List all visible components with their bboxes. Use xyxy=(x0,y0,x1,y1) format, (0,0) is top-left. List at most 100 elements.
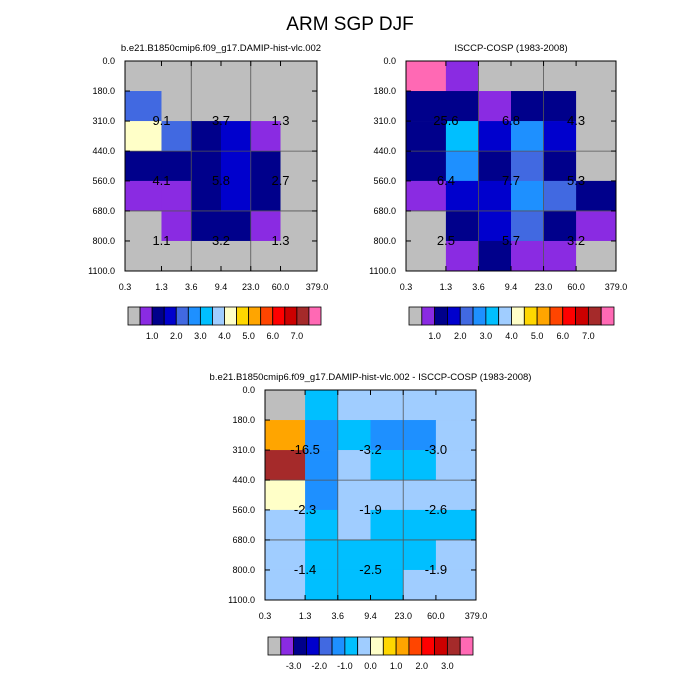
colorbar-label: 7.0 xyxy=(291,331,304,341)
heatmap-cell xyxy=(161,151,192,182)
y-tick-label: 0.0 xyxy=(383,56,396,66)
x-tick-label: 60.0 xyxy=(272,282,290,292)
heatmap-cell xyxy=(403,480,437,511)
cell-value-label: 5.3 xyxy=(567,173,585,188)
heatmap-cell xyxy=(125,240,162,272)
heatmap-cell xyxy=(445,61,479,92)
x-tick-label: 60.0 xyxy=(567,282,585,292)
heatmap-cell xyxy=(543,151,577,182)
heatmap-cell xyxy=(403,390,437,421)
heatmap-cell xyxy=(280,180,318,212)
cell-value-label: 2.5 xyxy=(437,233,455,248)
colorbar-label: 5.0 xyxy=(242,331,255,341)
heatmap-panel-1: b.e21.B1850cmip6.f09_g17.DAMIP-hist-vlc.… xyxy=(88,43,328,341)
heatmap-cell xyxy=(543,61,577,92)
heatmap-cell xyxy=(305,539,339,571)
heatmap-cell xyxy=(576,210,617,242)
heatmap-cell xyxy=(370,569,404,601)
heatmap-cell xyxy=(370,390,404,421)
heatmap-cell xyxy=(511,210,544,242)
cell-value-label: -16.5 xyxy=(290,442,320,457)
colorbar-label: 0.0 xyxy=(364,661,377,671)
heatmap-cell xyxy=(511,151,544,182)
heatmap-cell xyxy=(370,450,404,481)
x-tick-label: 0.3 xyxy=(119,282,132,292)
y-tick-label: 440.0 xyxy=(373,146,396,156)
heatmap-cell xyxy=(478,91,512,122)
cell-value-label: 5.8 xyxy=(212,173,230,188)
heatmap-cell xyxy=(305,480,339,511)
x-tick-label: 23.0 xyxy=(535,282,553,292)
heatmap-cell xyxy=(280,240,318,272)
heatmap-cell xyxy=(191,121,222,152)
heatmap-cell xyxy=(191,240,222,272)
cell-value-label: -1.9 xyxy=(425,562,447,577)
heatmap-cell xyxy=(161,61,192,92)
heatmap-cell xyxy=(478,121,512,152)
heatmap-cell xyxy=(250,240,281,272)
colorbar-swatch xyxy=(382,636,397,656)
colorbar-label: 3.0 xyxy=(441,661,454,671)
cell-value-label: 3.7 xyxy=(212,113,230,128)
heatmap-cell xyxy=(250,91,281,122)
colorbar-swatch xyxy=(308,306,322,326)
heatmap-cell xyxy=(370,420,404,451)
cell-value-label: -2.5 xyxy=(359,562,381,577)
cell-value-label: -3.0 xyxy=(425,442,447,457)
heatmap-cell xyxy=(406,240,447,272)
panel-title: b.e21.B1850cmip6.f09_g17.DAMIP-hist-vlc.… xyxy=(121,43,321,54)
colorbar-label: 6.0 xyxy=(266,331,279,341)
heatmap-cell xyxy=(403,420,437,451)
x-tick-label: 379.0 xyxy=(465,611,488,621)
colorbar-swatch xyxy=(446,636,461,656)
colorbar-swatch xyxy=(236,306,250,326)
heatmap-panel-2: ISCCP-COSP (1983-2008) 0.3 1.3 3.6 9.4 23.0 60… xyxy=(369,43,627,341)
y-tick-label: 440.0 xyxy=(232,475,255,485)
heatmap-cell xyxy=(435,480,477,511)
colorbar-label: 4.0 xyxy=(218,331,231,341)
cell-value-label: -1.4 xyxy=(294,562,316,577)
cell-value-label: 4.1 xyxy=(152,173,170,188)
heatmap-cell xyxy=(221,180,252,212)
heatmap-cell xyxy=(543,240,577,272)
colorbar-label: 2.0 xyxy=(170,331,183,341)
colorbar-swatch xyxy=(575,306,589,326)
colorbar-label: -1.0 xyxy=(337,661,353,671)
heatmap-cell xyxy=(280,210,318,242)
heatmap-cell xyxy=(305,450,339,481)
cell-value-label: -3.2 xyxy=(359,442,381,457)
heatmap-cell xyxy=(511,240,544,272)
y-tick-label: 180.0 xyxy=(232,415,255,425)
y-tick-label: 1100.0 xyxy=(369,266,396,276)
colorbar: 1.0 2.0 3.0 4.0 5.0 6.0 7.0 xyxy=(127,306,322,341)
colorbar-swatch xyxy=(127,306,141,326)
cell-value-label: 25.6 xyxy=(433,113,458,128)
colorbar-swatch xyxy=(212,306,225,326)
y-tick-label: 1100.0 xyxy=(88,266,115,276)
colorbar-label: 1.0 xyxy=(146,331,159,341)
colorbar-swatch xyxy=(163,306,177,326)
heatmap-cell xyxy=(191,210,222,242)
heatmap-cell xyxy=(280,151,318,182)
heatmap-cell xyxy=(161,180,192,212)
colorbar-swatch xyxy=(408,306,423,326)
heatmap-cell xyxy=(370,539,404,571)
cell-value-label: 6.8 xyxy=(502,113,520,128)
heatmap-cell xyxy=(125,180,162,212)
cell-value-label: 9.1 xyxy=(152,113,170,128)
x-tick-label: 3.6 xyxy=(332,611,345,621)
heatmap-cell xyxy=(265,480,306,511)
heatmap-cell xyxy=(576,61,617,92)
x-tick-label: 1.3 xyxy=(299,611,312,621)
y-tick-label: 440.0 xyxy=(92,146,115,156)
heatmap-cell xyxy=(337,420,371,451)
colorbar-swatch xyxy=(459,636,474,656)
heatmap-cell xyxy=(265,569,306,601)
colorbar-swatch xyxy=(459,306,474,326)
cell-value-label: 3.2 xyxy=(567,233,585,248)
colorbar-swatch xyxy=(408,636,423,656)
heatmap-cell xyxy=(445,121,479,152)
colorbar-swatch xyxy=(187,306,201,326)
cell-value-label: 1.1 xyxy=(152,233,170,248)
y-tick-label: 680.0 xyxy=(92,206,115,216)
